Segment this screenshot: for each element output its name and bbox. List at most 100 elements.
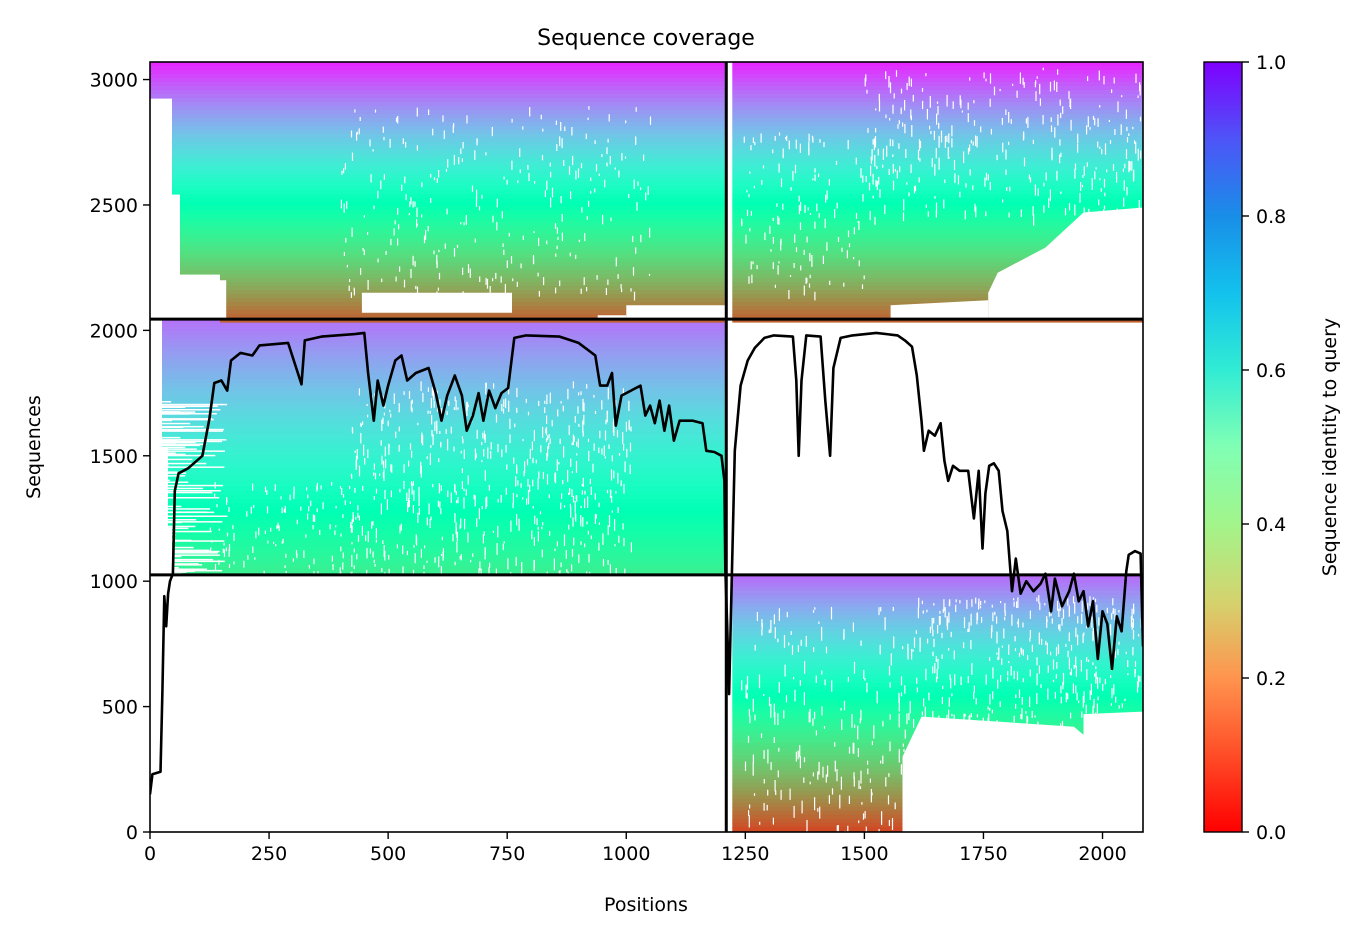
- msa-gap: [633, 179, 635, 189]
- msa-gap: [379, 473, 381, 476]
- msa-gap: [572, 381, 574, 389]
- msa-gap: [158, 546, 194, 549]
- msa-gap: [1126, 137, 1129, 143]
- msa-gap: [615, 568, 617, 575]
- msa-gap: [284, 505, 286, 513]
- msa-gap-region: [361, 292, 512, 313]
- msa-gap: [1006, 187, 1008, 191]
- colorbar-tick-label: 0.2: [1256, 668, 1286, 690]
- msa-gap: [861, 802, 863, 805]
- msa-gap: [1081, 600, 1083, 612]
- msa-gap: [1068, 632, 1070, 642]
- msa-gap: [618, 453, 621, 456]
- msa-gap: [358, 465, 361, 477]
- msa-gap: [374, 109, 377, 113]
- msa-gap: [1056, 662, 1058, 669]
- msa-gap: [537, 531, 539, 542]
- msa-gap: [546, 180, 548, 190]
- msa-gap: [1022, 649, 1024, 656]
- msa-gap: [1135, 73, 1137, 83]
- msa-gap: [469, 268, 471, 278]
- msa-gap: [479, 276, 481, 282]
- msa-gap: [578, 239, 580, 243]
- msa-gap: [512, 278, 514, 282]
- msa-gap: [438, 458, 440, 463]
- msa-gap: [1095, 167, 1097, 170]
- msa-gap: [852, 622, 854, 632]
- msa-gap: [938, 135, 940, 148]
- msa-row: [162, 383, 727, 388]
- msa-gap: [933, 638, 935, 648]
- msa-gap: [580, 519, 582, 527]
- msa-gap: [434, 557, 436, 563]
- msa-gap: [510, 520, 512, 532]
- msa-gap: [455, 500, 458, 504]
- msa-gap: [566, 569, 568, 573]
- msa-gap: [873, 138, 875, 151]
- msa-gap: [341, 170, 343, 175]
- msa-gap: [353, 287, 355, 291]
- msa-gap: [1097, 118, 1099, 127]
- msa-gap: [507, 558, 509, 570]
- msa-gap: [1125, 651, 1127, 655]
- msa-gap: [569, 252, 571, 257]
- msa-gap: [158, 441, 176, 444]
- msa-row: [150, 78, 727, 83]
- msa-gap: [864, 811, 866, 819]
- msa-gap: [951, 693, 953, 697]
- msa-gap: [1123, 742, 1125, 749]
- msa-gap: [350, 130, 353, 138]
- msa-gap: [488, 484, 490, 491]
- msa-gap: [1041, 638, 1043, 645]
- msa-gap: [821, 706, 823, 716]
- msa-gap: [441, 536, 443, 541]
- msa-gap: [1048, 612, 1050, 617]
- msa-row: [220, 286, 727, 291]
- msa-gap: [941, 696, 943, 705]
- msa-row: [732, 250, 1143, 255]
- msa-gap: [1117, 648, 1119, 656]
- msa-row: [180, 230, 727, 235]
- msa-gap: [762, 165, 765, 169]
- msa-gap: [1139, 82, 1141, 92]
- msa-gap: [1087, 116, 1089, 127]
- msa-gap: [485, 152, 487, 156]
- msa-gap: [546, 240, 548, 245]
- msa-row: [220, 278, 727, 283]
- msa-gap: [545, 438, 548, 443]
- msa-gap-region: [150, 280, 227, 320]
- msa-gap: [577, 406, 579, 414]
- msa-gap: [749, 171, 751, 174]
- msa-row: [732, 274, 1143, 279]
- msa-gap: [858, 260, 860, 267]
- msa-gap: [964, 713, 966, 717]
- msa-gap: [455, 522, 457, 535]
- msa-gap: [1077, 133, 1079, 144]
- msa-row: [220, 314, 727, 319]
- msa-row: [168, 471, 727, 476]
- msa-gap: [403, 480, 405, 490]
- msa-gap: [866, 682, 868, 693]
- msa-gap: [561, 213, 563, 222]
- msa-gap: [433, 391, 435, 401]
- msa-gap: [308, 506, 310, 512]
- msa-gap: [1108, 749, 1110, 753]
- msa-gap: [989, 707, 991, 711]
- msa-gap: [349, 501, 351, 504]
- msa-gap: [1103, 178, 1106, 188]
- msa-gap: [555, 120, 557, 125]
- msa-gap: [158, 411, 185, 414]
- msa-gap: [783, 635, 786, 648]
- msa-gap: [580, 505, 582, 509]
- msa-gap: [780, 789, 782, 800]
- msa-gap: [511, 118, 513, 123]
- msa-gap: [948, 709, 950, 722]
- msa-gap: [226, 498, 228, 502]
- msa-gap: [383, 545, 385, 557]
- msa-row: [172, 166, 727, 171]
- msa-gap: [794, 689, 796, 702]
- msa-gap: [427, 387, 429, 392]
- msa-gap: [351, 474, 353, 480]
- msa-row: [172, 178, 727, 183]
- msa-gap: [359, 116, 361, 121]
